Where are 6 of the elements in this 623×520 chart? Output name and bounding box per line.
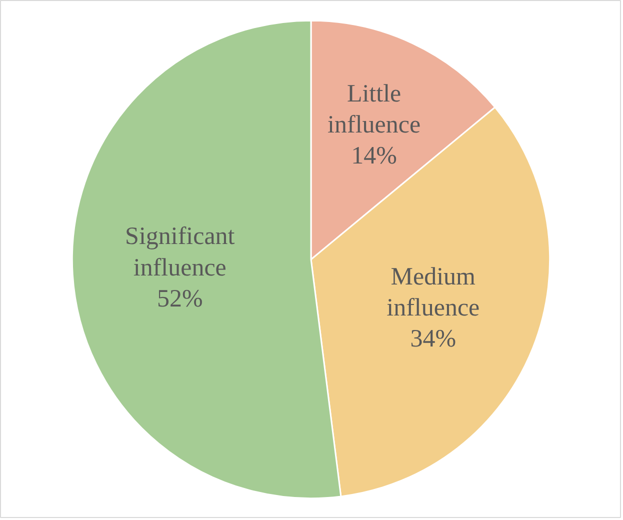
data-label: 14% [351, 142, 397, 170]
data-label: 52% [156, 285, 203, 312]
slice-label: Little influence [328, 80, 421, 138]
slice-label: Significant influence [125, 223, 235, 282]
data-label: 34% [410, 326, 456, 353]
slice-label: Medium influence [386, 264, 480, 322]
